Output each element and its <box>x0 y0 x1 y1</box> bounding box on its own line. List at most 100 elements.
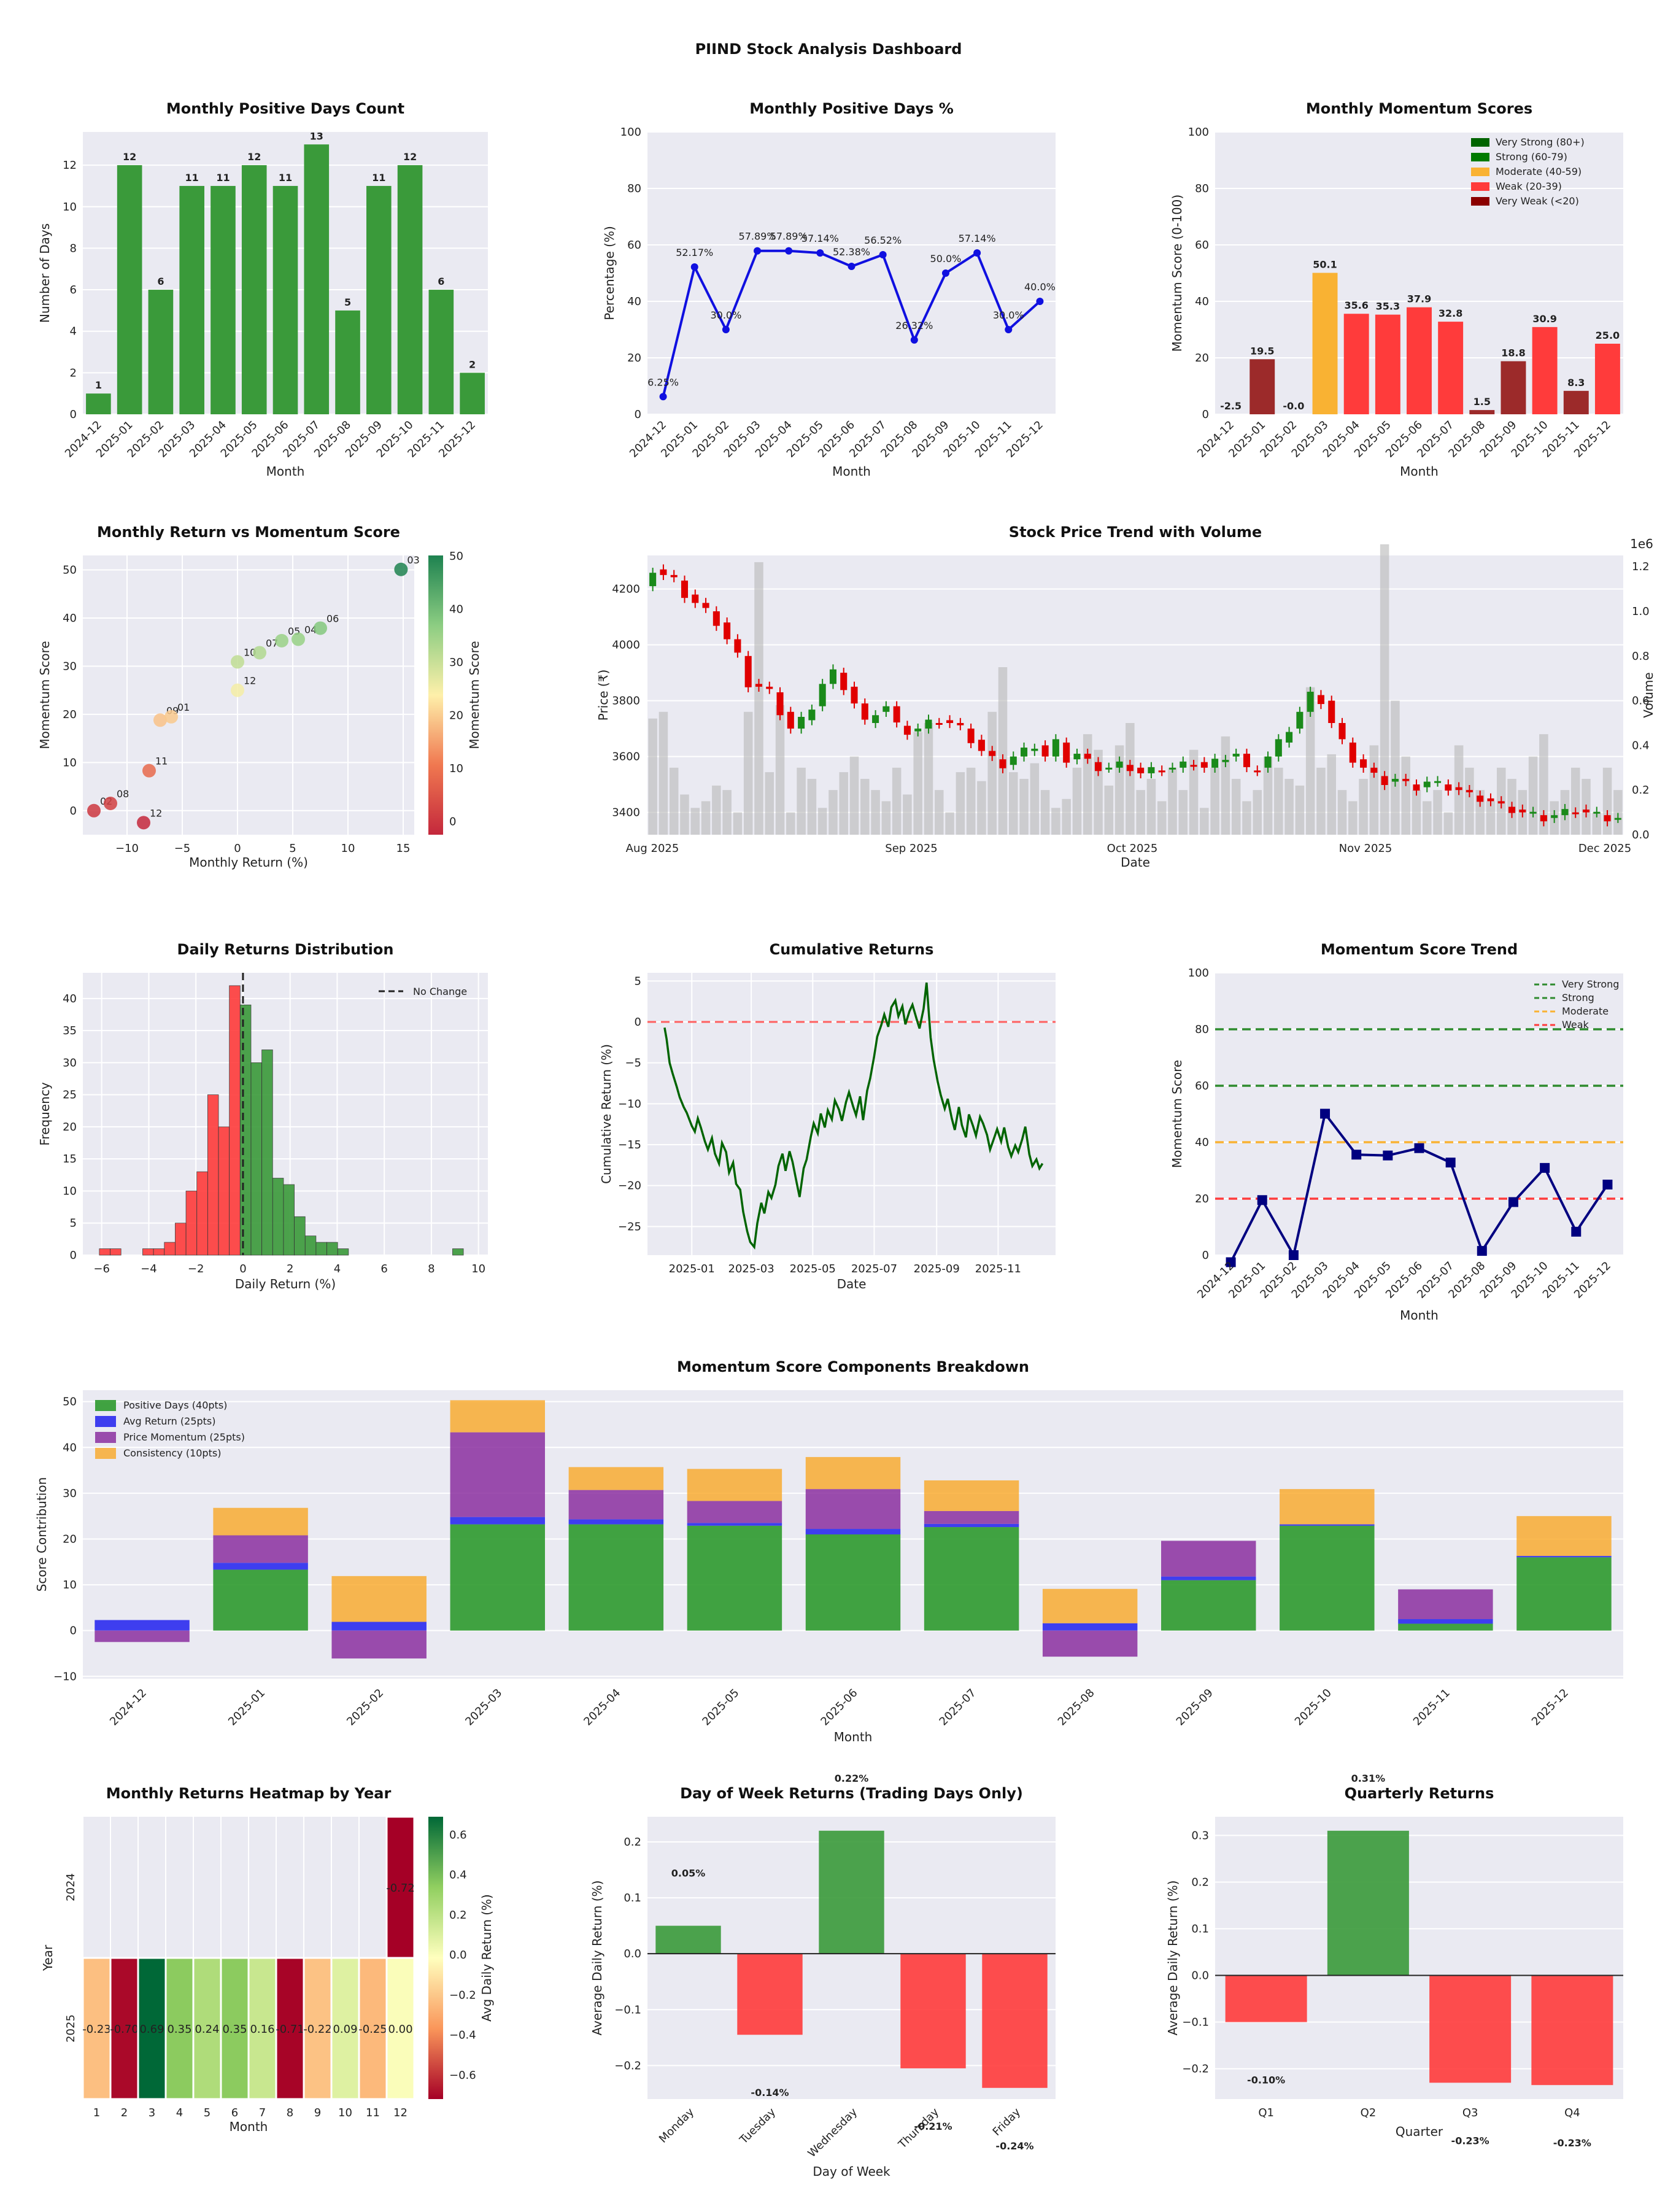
data-point <box>816 249 824 257</box>
volume-bar <box>1391 700 1400 835</box>
legend-swatch <box>1471 182 1489 191</box>
stacked-bar-segment <box>213 1507 308 1536</box>
histogram-bar <box>315 1242 327 1256</box>
bar <box>460 373 485 414</box>
stacked-bar-segment <box>1042 1588 1138 1623</box>
bar-value-label: 12 <box>403 151 417 163</box>
y2-tick-label: 0.8 <box>1632 650 1650 663</box>
x-tick-label: −5 <box>174 842 191 855</box>
data-point <box>941 269 949 277</box>
y-axis-label: Momentum Score (0-100) <box>1170 195 1184 352</box>
y-tick-label: 10 <box>63 1579 77 1591</box>
chart-quarterly: 0.3 0.2 0.1 0.0 −0.1 −0.2 -0.10% 0.31% -0.23% -0.… <box>1165 1773 1623 2149</box>
heatmap-cell-label: -0.23 <box>82 2023 111 2036</box>
stacked-bar-segment <box>213 1535 308 1563</box>
y-axis-label: Average Daily Return (%) <box>1165 1881 1180 2036</box>
scatter-point <box>275 633 288 648</box>
volume-bar <box>1040 790 1050 835</box>
volume-bar <box>860 779 870 835</box>
chart-momentum-scores: 0 20 40 60 80 100 -2.5 19.5 -0.0 50.1 35.6 35.3 37.9… <box>1170 100 1623 479</box>
x-tick-label: 6 <box>380 1263 387 1275</box>
y2-tick-label: 1.2 <box>1632 560 1650 573</box>
volume-bar <box>1486 801 1496 835</box>
legend-swatch <box>95 1432 116 1443</box>
bar <box>241 165 267 414</box>
y-tick-label: −10 <box>53 1670 77 1683</box>
candle-body <box>681 580 689 598</box>
chart-title: Monthly Return vs Momentum Score <box>97 524 400 541</box>
volume-bar <box>1613 790 1623 835</box>
stacked-bar-segment <box>95 1630 190 1642</box>
candle-body <box>1296 711 1304 729</box>
candle-body <box>829 669 836 684</box>
candle-body <box>1094 762 1102 771</box>
histogram-bar <box>175 1223 187 1256</box>
bar <box>1563 390 1589 414</box>
candle-body <box>755 684 762 687</box>
y-tick-label: 20 <box>1195 352 1209 365</box>
candle-body <box>883 706 890 712</box>
histogram-bar <box>272 1178 284 1256</box>
heatmap-cell-label: 0.35 <box>222 2023 247 2036</box>
candle-body <box>713 611 720 626</box>
point-label: 03 <box>407 554 419 566</box>
y-tick-label: 30 <box>63 1056 77 1069</box>
legend-entry: Strong <box>1562 992 1594 1004</box>
histogram-bar <box>283 1184 295 1256</box>
data-point <box>785 247 793 255</box>
data-point <box>1351 1150 1362 1160</box>
bar-value-label: 11 <box>216 172 230 184</box>
heatmap-cell-label: 0.24 <box>195 2023 219 2036</box>
y-tick-label: 80 <box>1195 182 1209 195</box>
y-tick-label: 15 <box>63 1153 77 1166</box>
y-tick-label: 30 <box>63 660 77 673</box>
y-axis-label: Number of Days <box>37 223 52 323</box>
x-axis-label: Date <box>1121 855 1150 870</box>
stacked-bar-segment <box>568 1524 664 1631</box>
heatmap-cell <box>330 1957 360 2100</box>
volume-bar <box>1126 723 1135 835</box>
bar <box>211 185 236 414</box>
y-tick-label: −10 <box>618 1097 641 1110</box>
volume-bar <box>1465 767 1474 835</box>
colorbar <box>428 555 443 835</box>
x-tick-label: Monday <box>657 2105 697 2145</box>
stacked-bar-segment <box>924 1527 1019 1631</box>
chart-title: Daily Returns Distribution <box>177 941 394 958</box>
bar-value-label: -0.0 <box>1283 400 1304 412</box>
scatter-point <box>253 646 266 660</box>
colorbar-tick-label: 0 <box>449 815 456 828</box>
candle-body <box>1317 695 1324 705</box>
volume-bar <box>1401 756 1410 835</box>
candle-body <box>1275 739 1282 757</box>
chart-title: Monthly Momentum Scores <box>1306 100 1532 117</box>
y-axis-label: Momentum Score <box>1170 1060 1184 1168</box>
volume-bar <box>1178 790 1188 835</box>
data-point <box>690 263 698 271</box>
volume-bar <box>1051 808 1060 835</box>
y-tick-label: 4200 <box>612 583 640 596</box>
scatter-point <box>153 713 167 727</box>
bar-value-label: -0.14% <box>751 2087 789 2098</box>
bar <box>148 290 174 414</box>
volume-bar <box>935 790 944 835</box>
volume-bar <box>775 705 785 835</box>
y-tick-label: 5 <box>70 1217 77 1230</box>
y-tick-label: 20 <box>63 1121 77 1134</box>
stacked-bar-segment <box>924 1510 1019 1524</box>
chart-return-vs-momentum: −10−505101501020304050020812110901121007… <box>37 524 482 870</box>
bar <box>1375 314 1400 414</box>
candle-body <box>1487 798 1494 802</box>
x-tick-label: 10 <box>341 842 355 855</box>
candle-body <box>957 723 964 725</box>
bar-value-label: 35.3 <box>1376 301 1400 312</box>
y-axis-label: Year <box>41 1944 55 1971</box>
candle-body <box>1254 770 1261 773</box>
y-tick-label: 20 <box>1195 1193 1209 1205</box>
stacked-bar-segment <box>95 1620 190 1631</box>
candle-body <box>1370 767 1378 773</box>
heatmap-cell-label: -0.71 <box>276 2023 304 2036</box>
data-label: 57.14% <box>801 233 839 244</box>
legend-swatch <box>1471 138 1489 147</box>
